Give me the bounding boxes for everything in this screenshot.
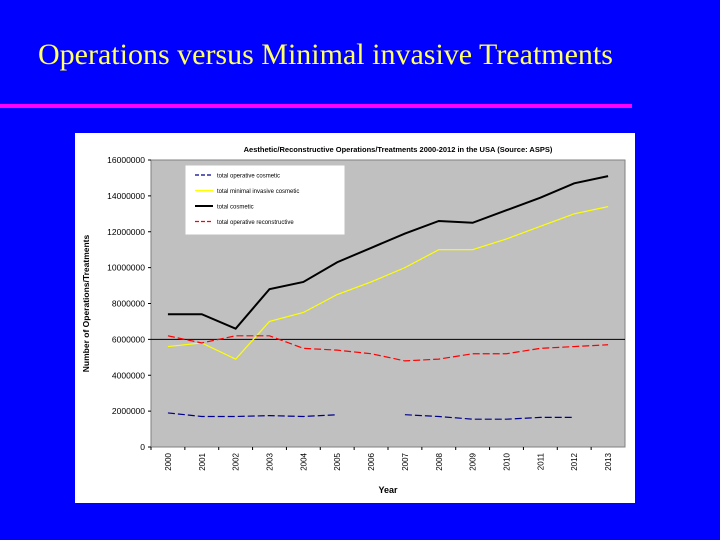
slide-title: Operations versus Minimal invasive Treat…	[38, 38, 613, 71]
x-tick-label: 2002	[232, 452, 241, 470]
series-line-0	[404, 414, 575, 420]
line-chart: Aesthetic/Reconstructive Operations/Trea…	[81, 145, 626, 495]
y-tick-label: 0	[140, 442, 145, 452]
x-tick-label: 2008	[435, 452, 444, 470]
y-tick-label: 14000000	[107, 191, 145, 201]
y-tick-label: 6000000	[112, 334, 145, 344]
x-tick-label: 2013	[604, 452, 613, 470]
chart-title: Aesthetic/Reconstructive Operations/Trea…	[244, 145, 553, 154]
x-tick-label: 2005	[333, 452, 342, 470]
series-line-1	[167, 206, 609, 360]
x-axis-label: Year	[378, 485, 398, 495]
x-tick-label: 2000	[164, 452, 173, 470]
x-tick-label: 2012	[570, 452, 579, 470]
legend-label: total cosmetic	[217, 205, 254, 211]
y-axis-label: Number of Operations/Treatments	[81, 235, 91, 373]
x-tick-label: 2007	[401, 452, 410, 470]
x-tick-label: 2009	[469, 452, 478, 470]
x-tick-label: 2001	[198, 452, 207, 470]
legend-label: total operative cosmetic	[217, 174, 280, 180]
chart-frame: Aesthetic/Reconstructive Operations/Trea…	[75, 133, 635, 503]
x-tick-label: 2004	[299, 452, 308, 470]
series-line-0	[167, 412, 338, 418]
legend-label: total minimal invasive cosmetic	[217, 189, 299, 195]
y-tick-label: 8000000	[112, 299, 145, 309]
y-tick-label: 10000000	[107, 263, 145, 273]
x-tick-label: 2003	[266, 452, 275, 470]
legend-label: total operative reconstructive	[217, 220, 294, 226]
x-tick-label: 2010	[503, 452, 512, 470]
legend-box	[184, 164, 346, 236]
y-tick-label: 2000000	[112, 406, 145, 416]
series-line-3	[167, 335, 609, 362]
y-tick-label: 4000000	[112, 370, 145, 380]
title-underline	[0, 104, 632, 108]
series-line-2	[167, 175, 609, 330]
y-tick-label: 16000000	[107, 155, 145, 165]
x-tick-label: 2006	[367, 452, 376, 470]
y-tick-label: 12000000	[107, 227, 145, 237]
x-tick-label: 2011	[536, 452, 545, 470]
